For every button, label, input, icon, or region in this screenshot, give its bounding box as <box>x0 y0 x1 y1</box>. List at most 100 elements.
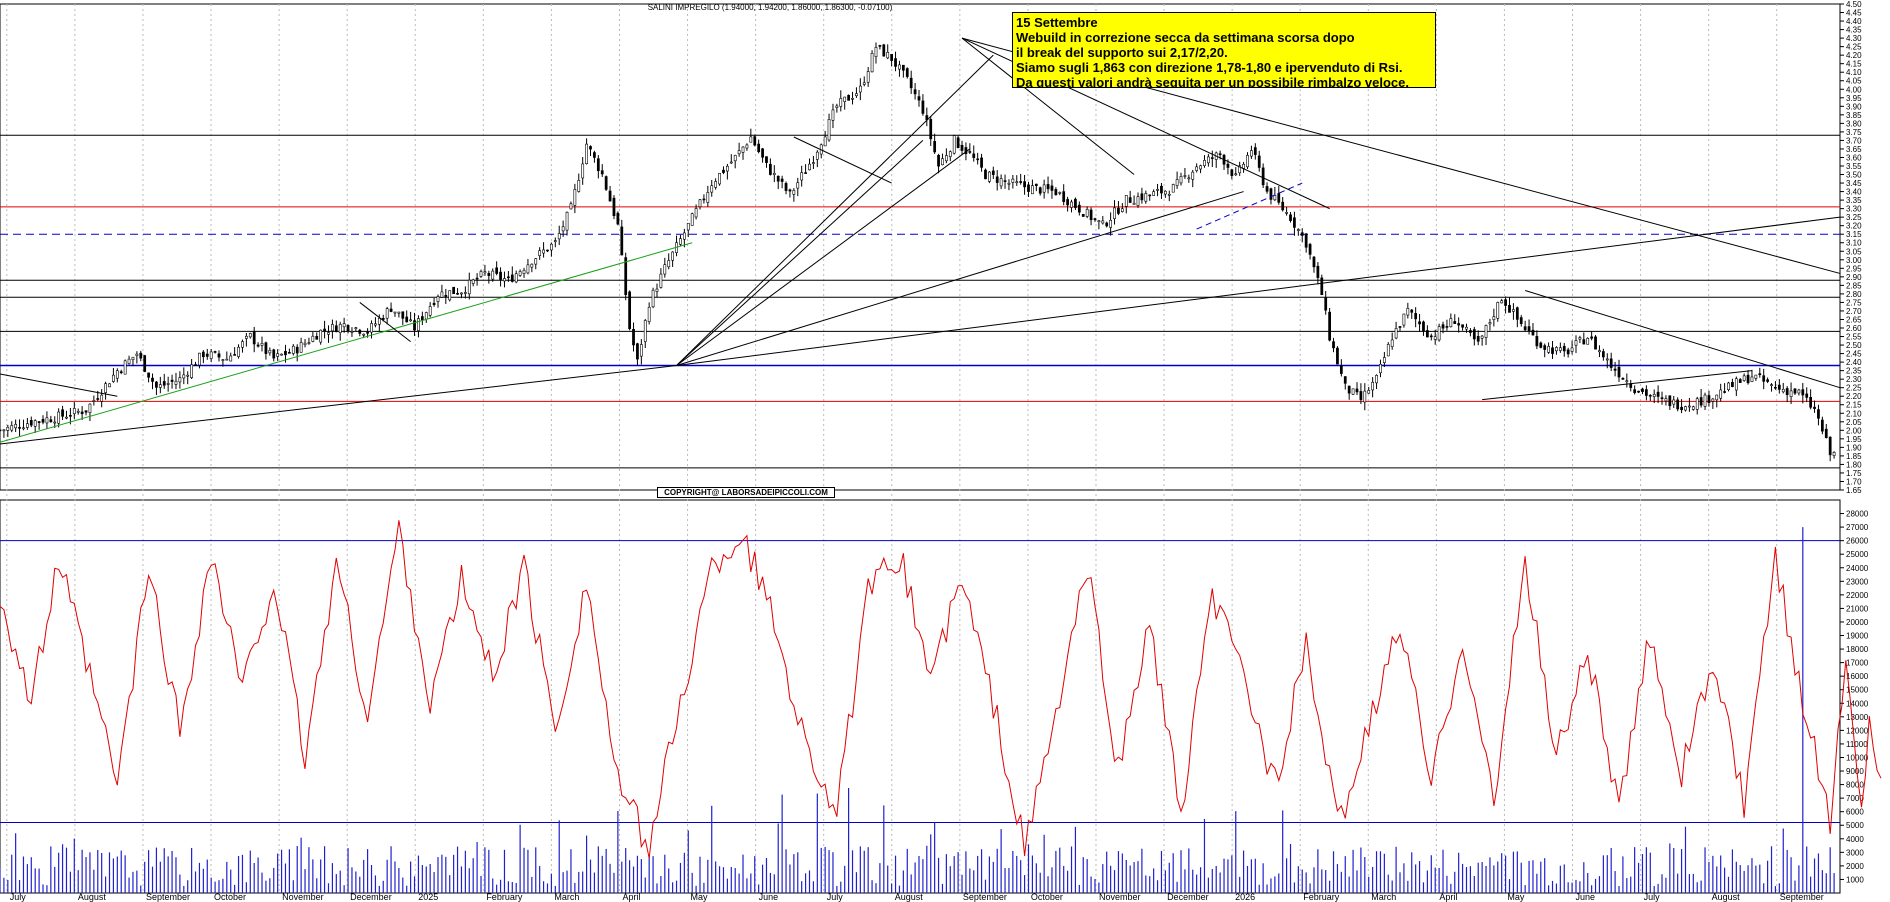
candle-body <box>1023 181 1026 188</box>
candle-body <box>1336 347 1339 365</box>
candle-body <box>1402 313 1406 326</box>
candle-body <box>1167 193 1171 196</box>
candle-body <box>1148 194 1152 197</box>
candle-body <box>1363 390 1367 403</box>
candle-body <box>1281 201 1285 211</box>
candle-body <box>952 135 956 154</box>
oscillator-tick-label: 27000 <box>1846 523 1869 532</box>
candle-body <box>796 182 800 189</box>
candle-body <box>389 308 393 312</box>
oscillator-tick-label: 5000 <box>1846 821 1864 830</box>
candle-body <box>1332 341 1335 349</box>
candle-body <box>851 98 854 100</box>
candle-body <box>29 420 33 426</box>
candle-body <box>620 226 624 256</box>
candle-body <box>550 243 553 251</box>
candle-body <box>855 93 858 97</box>
candle-body <box>18 427 21 429</box>
candle-body <box>1156 188 1159 191</box>
candle-body <box>76 410 80 413</box>
candle-body <box>1011 178 1015 183</box>
candle-body <box>1801 389 1805 396</box>
candle-body <box>600 170 604 175</box>
candle-body <box>1570 347 1574 352</box>
price-tick-label: 4.15 <box>1846 60 1862 69</box>
candle-body <box>581 163 585 179</box>
oscillator-tick-label: 20000 <box>1846 618 1869 627</box>
oscillator-tick-label: 4000 <box>1846 835 1864 844</box>
candle-body <box>686 222 690 231</box>
candle-body <box>194 364 197 366</box>
candle-body <box>757 143 761 153</box>
month-label: February <box>486 892 523 902</box>
price-tick-label: 2.45 <box>1846 350 1862 359</box>
candle-body <box>487 273 491 277</box>
candle-body <box>1543 345 1547 350</box>
candle-body <box>831 109 835 121</box>
candle-body <box>198 352 201 366</box>
candle-body <box>948 151 952 157</box>
candle-body <box>507 276 510 279</box>
candle-body <box>69 415 72 417</box>
candle-body <box>980 157 983 168</box>
candle-body <box>733 155 737 162</box>
trendline <box>1525 290 1841 389</box>
candle-body <box>546 249 549 252</box>
price-tick-label: 2.25 <box>1846 384 1862 393</box>
candle-body <box>1343 376 1347 384</box>
candle-body <box>1277 193 1281 203</box>
candle-body <box>1163 190 1167 195</box>
candle-body <box>929 119 933 140</box>
candle-body <box>417 318 420 331</box>
candle-body <box>553 240 557 242</box>
candle-body <box>1598 350 1601 353</box>
candle-body <box>1547 346 1550 353</box>
candle-body <box>495 267 499 274</box>
candle-body <box>1645 389 1648 396</box>
price-tick-label: 3.30 <box>1846 205 1862 214</box>
candle-body <box>671 251 675 261</box>
candle-body <box>1328 311 1331 341</box>
price-tick-label: 4.00 <box>1846 85 1862 94</box>
candle-body <box>1668 395 1672 407</box>
price-tick-label: 2.95 <box>1846 264 1862 273</box>
candle-body <box>1695 398 1699 410</box>
oscillator-tick-label: 1000 <box>1846 875 1864 884</box>
candle-body <box>401 311 405 319</box>
candle-body <box>221 359 225 361</box>
candle-body <box>1304 233 1308 248</box>
candle-body <box>815 151 819 160</box>
price-tick-label: 3.95 <box>1846 94 1862 103</box>
candle-body <box>209 351 213 359</box>
candle-body <box>104 383 107 393</box>
candle-body <box>1183 175 1187 177</box>
candle-body <box>944 155 948 162</box>
candle-body <box>151 377 154 382</box>
candle-body <box>862 82 866 85</box>
price-tick-label: 4.25 <box>1846 43 1862 52</box>
candle-body <box>960 145 964 151</box>
candle-body <box>706 192 710 203</box>
candle-body <box>1461 324 1464 328</box>
candle-body <box>272 349 276 359</box>
candle-body <box>174 380 178 385</box>
candle-body <box>1805 393 1809 398</box>
oscillator-tick-label: 16000 <box>1846 672 1869 681</box>
candle-body <box>1531 329 1535 336</box>
candle-body <box>1191 171 1195 180</box>
candle-body <box>632 329 635 346</box>
candle-body <box>37 421 41 423</box>
candle-body <box>432 302 436 305</box>
candle-body <box>1203 160 1206 167</box>
candle-body <box>1691 406 1695 410</box>
candle-body <box>1113 207 1116 219</box>
price-tick-label: 4.30 <box>1846 34 1862 43</box>
candle-body <box>315 335 319 340</box>
candle-body <box>428 306 432 316</box>
candle-body <box>1179 176 1183 184</box>
candle-body <box>1171 184 1175 193</box>
candle-body <box>1136 196 1140 206</box>
price-tick-label: 2.40 <box>1846 358 1862 367</box>
candle-body <box>260 343 264 346</box>
candle-body <box>1199 165 1202 170</box>
